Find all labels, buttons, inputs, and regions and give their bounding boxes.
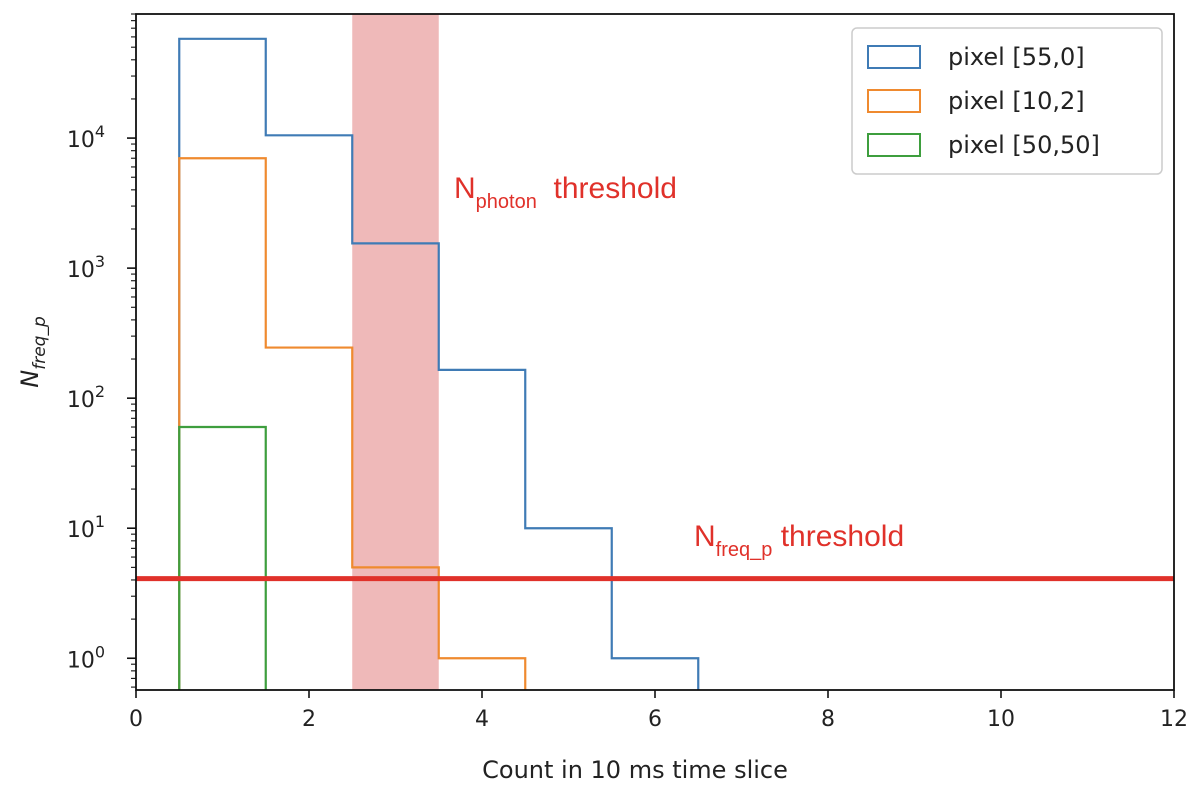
series-line-1 bbox=[178, 37, 700, 690]
x-tick-label: 4 bbox=[475, 707, 489, 732]
series-3 bbox=[178, 425, 267, 690]
legend-swatch-3 bbox=[867, 133, 921, 157]
y-tick-label: 103 bbox=[67, 252, 105, 283]
legend-label-2: pixel [10,2] bbox=[948, 87, 1085, 115]
x-tick-label: 8 bbox=[821, 707, 835, 732]
y-tick-label: 101 bbox=[67, 512, 105, 543]
x-tick-label: 0 bbox=[129, 707, 143, 732]
legend-label-3: pixel [50,50] bbox=[948, 131, 1100, 159]
photon-threshold-band bbox=[352, 14, 439, 690]
legend-box bbox=[851, 27, 1163, 175]
y-tick-label: 100 bbox=[67, 642, 105, 673]
legend-label-1: pixel [55,0] bbox=[948, 43, 1085, 71]
y-tick-label: 102 bbox=[67, 382, 105, 413]
y-tick-label: 104 bbox=[67, 122, 105, 153]
series-2 bbox=[178, 157, 527, 690]
legend-swatch-2 bbox=[867, 89, 921, 113]
x-axis-label: Count in 10 ms time slice bbox=[482, 756, 788, 784]
series-line-3 bbox=[178, 425, 267, 690]
series-1 bbox=[178, 37, 700, 690]
x-tick-label: 2 bbox=[302, 707, 316, 732]
y-axis-label: Nfreq_p bbox=[16, 316, 50, 388]
legend-swatch-1 bbox=[867, 45, 921, 69]
x-tick-label: 6 bbox=[648, 707, 662, 732]
series-line-2 bbox=[178, 157, 527, 690]
x-tick-label: 10 bbox=[987, 707, 1015, 732]
annotation-2: Nfreq_p threshold bbox=[694, 520, 904, 561]
x-tick-label: 12 bbox=[1160, 707, 1188, 732]
annotation-1: Nphoton threshold bbox=[454, 172, 677, 213]
